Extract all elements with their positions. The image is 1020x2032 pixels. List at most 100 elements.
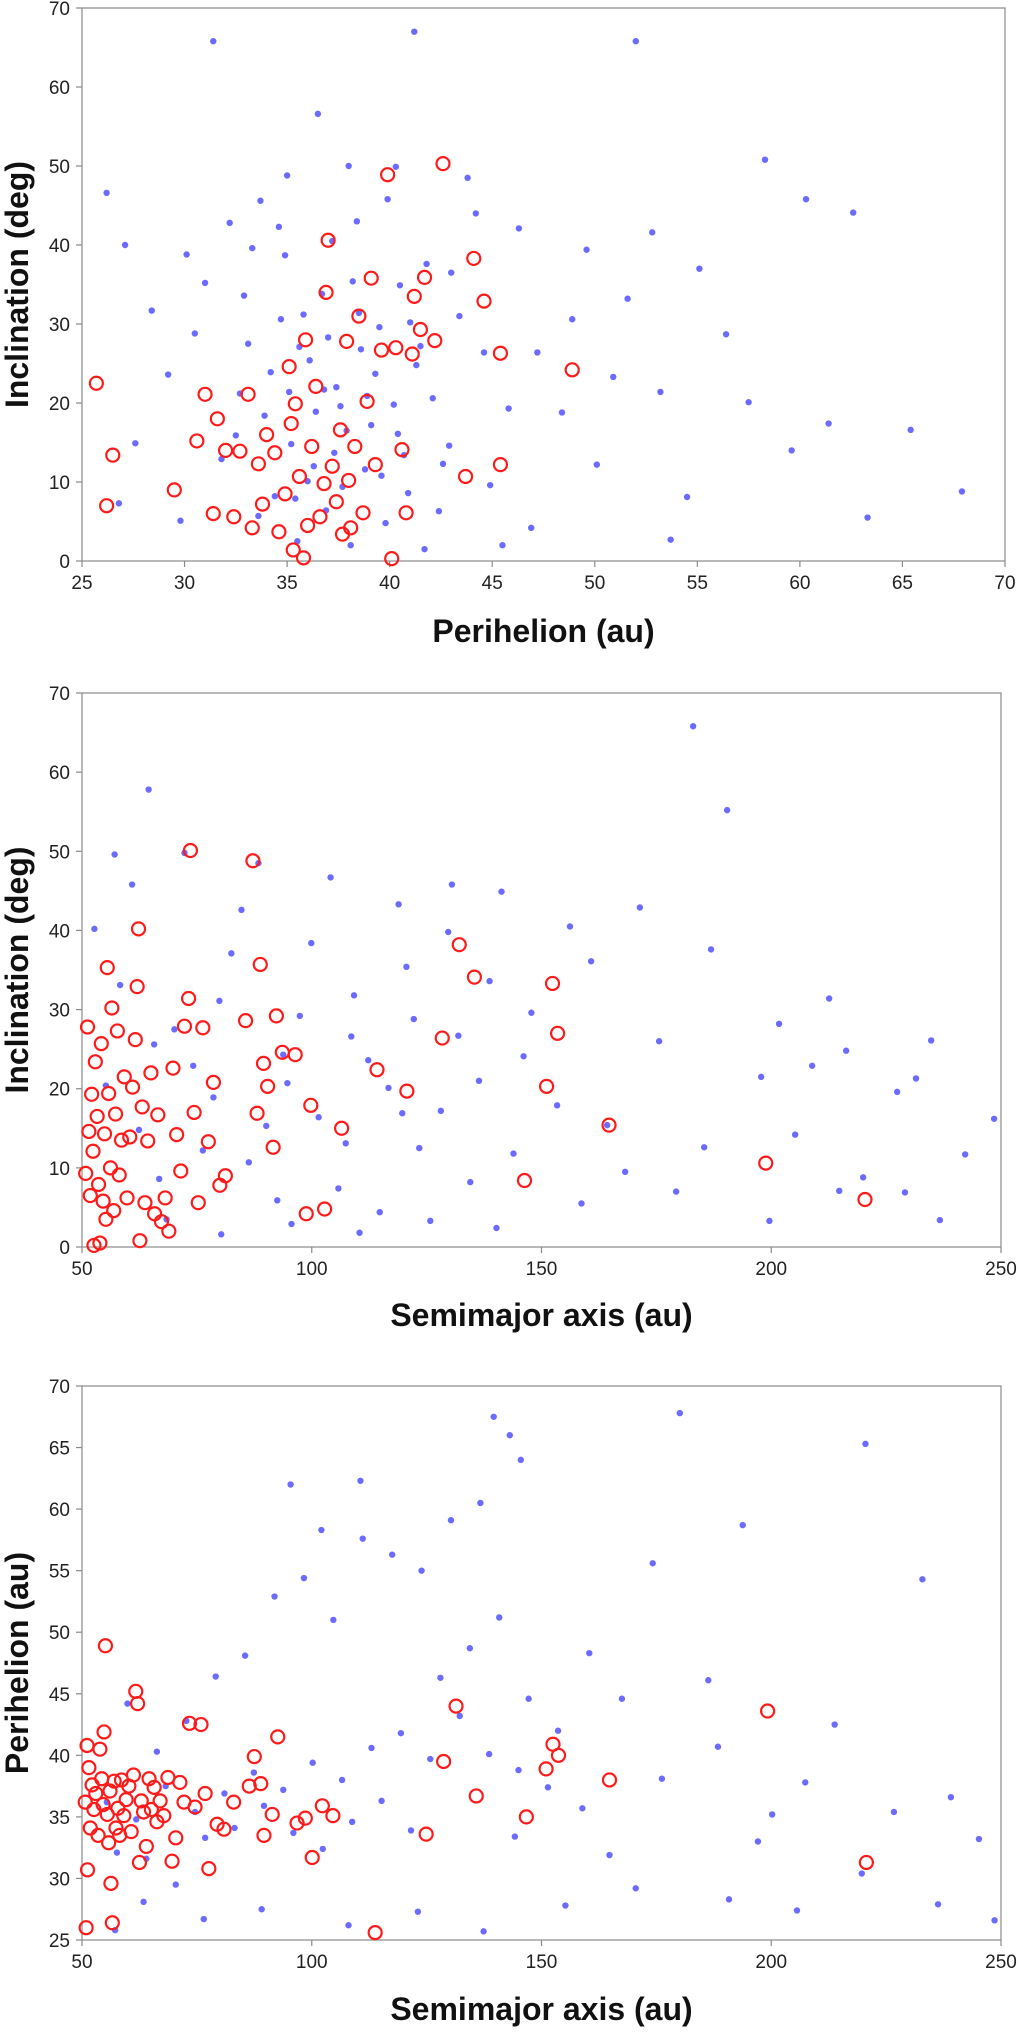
synthetic-point bbox=[335, 1185, 342, 1192]
synthetic-point bbox=[324, 334, 332, 341]
observed-point bbox=[544, 975, 561, 992]
observed-point bbox=[758, 1155, 774, 1171]
synthetic-point bbox=[345, 162, 352, 170]
synthetic-point bbox=[189, 1062, 197, 1069]
x-tick-label: 60 bbox=[789, 573, 810, 594]
synthetic-point bbox=[700, 1144, 708, 1151]
synthetic-point bbox=[310, 463, 317, 470]
observed-point bbox=[168, 1830, 184, 1846]
synthetic-point bbox=[309, 1759, 316, 1766]
synthetic-point bbox=[275, 223, 283, 231]
observed-point bbox=[304, 438, 320, 455]
observed-point bbox=[217, 1168, 233, 1184]
synthetic-point bbox=[456, 312, 463, 320]
synthetic-point bbox=[357, 1477, 364, 1484]
synthetic-point bbox=[793, 1907, 801, 1914]
synthetic-point bbox=[342, 1140, 349, 1147]
observed-point bbox=[106, 1202, 122, 1219]
synthetic-point bbox=[155, 1175, 163, 1183]
synthetic-point bbox=[372, 370, 379, 377]
synthetic-point bbox=[657, 388, 664, 396]
synthetic-point bbox=[624, 295, 631, 302]
observed-point bbox=[82, 1820, 98, 1836]
observed-point bbox=[102, 1160, 119, 1176]
synthetic-point bbox=[850, 209, 857, 216]
synthetic-point bbox=[280, 1051, 287, 1058]
observed-point bbox=[308, 378, 324, 395]
synthetic-point bbox=[210, 37, 217, 45]
synthetic-point bbox=[435, 508, 443, 515]
x-axis-title: Semimajor axis (au) bbox=[390, 1297, 692, 1333]
synthetic-point bbox=[238, 906, 245, 914]
synthetic-point bbox=[485, 1750, 493, 1758]
observed-point bbox=[318, 284, 334, 300]
y-tick-label: 40 bbox=[49, 236, 70, 257]
synthetic-point bbox=[148, 307, 155, 314]
x-tick-label: 200 bbox=[755, 1259, 787, 1280]
synthetic-point bbox=[739, 1521, 746, 1529]
synthetic-point bbox=[437, 1107, 445, 1115]
synthetic-point bbox=[437, 1674, 444, 1681]
observed-point bbox=[78, 1165, 94, 1181]
observed-point bbox=[468, 1788, 484, 1804]
y-axis-title: Perihelion (au) bbox=[0, 1552, 35, 1774]
observed-point bbox=[332, 422, 349, 438]
synthetic-point bbox=[274, 1197, 281, 1204]
observed-point bbox=[93, 1036, 109, 1052]
synthetic-point bbox=[791, 1131, 799, 1138]
observed-point bbox=[267, 445, 283, 461]
synthetic-point bbox=[510, 1150, 517, 1157]
synthetic-point bbox=[427, 1755, 434, 1763]
synthetic-point bbox=[312, 408, 320, 415]
observed-point bbox=[104, 1000, 120, 1016]
observed-point bbox=[394, 442, 410, 458]
observed-point bbox=[367, 457, 383, 473]
y-tick-label: 40 bbox=[49, 1746, 70, 1767]
y-tick-label: 70 bbox=[49, 0, 70, 20]
observed-point bbox=[129, 1696, 146, 1712]
observed-point bbox=[295, 550, 312, 566]
synthetic-point bbox=[676, 1409, 684, 1417]
synthetic-point bbox=[761, 156, 769, 163]
synthetic-point bbox=[569, 316, 576, 323]
synthetic-point bbox=[201, 1834, 209, 1842]
synthetic-point bbox=[493, 1224, 500, 1232]
synthetic-point bbox=[725, 1896, 733, 1903]
observed-point bbox=[165, 1060, 181, 1076]
observed-point bbox=[205, 505, 221, 522]
synthetic-point bbox=[707, 946, 715, 953]
synthetic-point bbox=[232, 432, 240, 439]
observed-point bbox=[81, 1760, 97, 1776]
observed-point bbox=[98, 1211, 114, 1227]
synthetic-point bbox=[862, 1440, 869, 1448]
observed-point bbox=[143, 1801, 159, 1818]
observed-point bbox=[287, 1047, 303, 1063]
observed-point bbox=[435, 156, 451, 172]
synthetic-point bbox=[527, 524, 535, 532]
observed-point bbox=[169, 1127, 185, 1143]
observed-point bbox=[103, 1875, 119, 1891]
observed-point bbox=[538, 1078, 555, 1094]
y-tick-label: 60 bbox=[49, 763, 70, 784]
synthetic-point bbox=[288, 440, 295, 448]
x-tick-label: 200 bbox=[755, 1952, 787, 1973]
synthetic-point bbox=[490, 1413, 497, 1420]
y-tick-label: 50 bbox=[49, 157, 70, 178]
observed-point bbox=[216, 1821, 232, 1837]
synthetic-point bbox=[337, 402, 344, 410]
x-tick-label: 50 bbox=[584, 573, 605, 594]
observed-point bbox=[123, 1824, 139, 1840]
y-tick-label: 70 bbox=[49, 684, 70, 705]
observed-point bbox=[193, 1716, 209, 1733]
synthetic-point bbox=[392, 163, 400, 170]
observed-point bbox=[328, 494, 344, 510]
observed-point bbox=[125, 1767, 142, 1783]
observed-point bbox=[108, 1820, 124, 1836]
synthetic-point bbox=[200, 1915, 207, 1923]
x-tick-label: 50 bbox=[71, 1952, 92, 1973]
synthetic-point bbox=[505, 405, 512, 412]
synthetic-point bbox=[858, 1870, 865, 1877]
synthetic-point bbox=[802, 195, 810, 203]
synthetic-point bbox=[632, 1885, 639, 1892]
synthetic-point bbox=[347, 542, 354, 549]
